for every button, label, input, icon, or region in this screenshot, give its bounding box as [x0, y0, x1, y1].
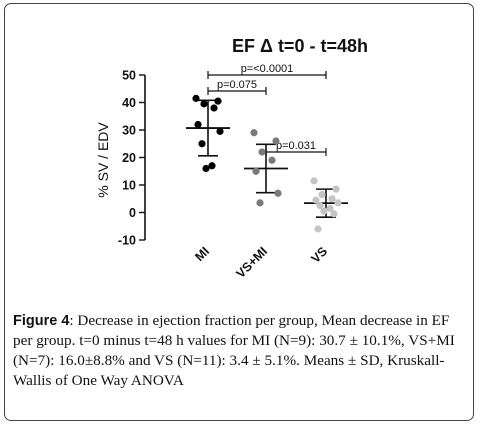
data-point	[330, 210, 338, 218]
data-point	[256, 199, 264, 207]
data-point	[274, 189, 282, 197]
data-point	[334, 199, 342, 207]
data-point	[312, 196, 320, 204]
x-tick-label: VS+MI	[233, 244, 270, 281]
group-mi: MI	[186, 94, 230, 264]
data-point	[200, 100, 208, 108]
data-point	[316, 202, 324, 210]
p-value-label: p=<0.0001	[241, 63, 294, 75]
chart-marks: p=0.075 p=<0.0001 p=0.031 MI VS+MI VS	[186, 63, 348, 281]
y-axis-label: % SV / EDV	[95, 122, 111, 198]
data-point	[216, 127, 224, 135]
data-point	[214, 97, 222, 105]
data-point	[208, 162, 216, 170]
y-tick-label: -10	[118, 234, 136, 248]
chart-title: EF Δ t=0 - t=48h	[232, 36, 368, 56]
figure-frame	[4, 3, 474, 421]
figure-caption-text: : Decrease in ejection fraction per grou…	[13, 312, 455, 389]
y-tick-label: 30	[122, 124, 136, 138]
figure-label: Figure 4	[13, 313, 70, 329]
data-point	[198, 140, 206, 148]
data-point	[252, 167, 260, 175]
data-point	[272, 137, 280, 145]
data-point	[332, 185, 340, 193]
scatter-chart: EF Δ t=0 - t=48h % SV / EDV -10 0 10 20 30 40…	[95, 36, 368, 281]
p-value-label: p=0.031	[276, 140, 316, 152]
significance-bracket: p=0.075	[207, 79, 267, 95]
data-point	[250, 129, 258, 137]
y-tick-label: 20	[122, 151, 136, 165]
data-point	[314, 225, 322, 233]
data-point	[210, 104, 218, 112]
axes: -10 0 10 20 30 40 50	[118, 69, 146, 248]
figure-caption: Figure 4: Decrease in ejection fraction …	[13, 311, 465, 391]
group-vs: VS	[304, 177, 348, 266]
data-point	[194, 120, 202, 129]
x-tick-label: VS	[308, 244, 330, 266]
data-point	[202, 164, 210, 173]
data-point	[310, 177, 318, 185]
y-tick-label: 40	[122, 96, 136, 110]
p-value-label: p=0.075	[217, 79, 257, 91]
data-point	[326, 204, 334, 212]
data-point	[258, 148, 266, 156]
y-tick-label: 50	[122, 69, 136, 83]
data-point	[328, 195, 336, 203]
x-tick-label: MI	[192, 244, 212, 264]
data-point	[268, 156, 276, 164]
significance-bracket: p=<0.0001	[207, 63, 327, 79]
data-point	[192, 94, 200, 102]
y-tick-label: 0	[129, 206, 136, 220]
y-tick-label: 10	[122, 179, 136, 193]
data-point	[320, 207, 328, 215]
data-point	[318, 191, 326, 199]
